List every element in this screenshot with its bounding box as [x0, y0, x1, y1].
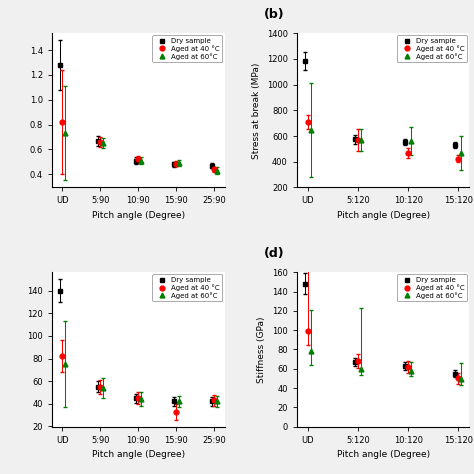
Legend: Dry sample, Aged at 40 °C, Aged at 60°C: Dry sample, Aged at 40 °C, Aged at 60°C	[397, 274, 467, 301]
Y-axis label: Stiffness (GPa): Stiffness (GPa)	[257, 316, 266, 383]
Legend: Dry sample, Aged at 40 °C, Aged at 60°C: Dry sample, Aged at 40 °C, Aged at 60°C	[152, 274, 222, 301]
X-axis label: Pitch angle (Degree): Pitch angle (Degree)	[337, 211, 429, 220]
Text: (d): (d)	[264, 247, 284, 261]
Y-axis label: Stress at break (MPa): Stress at break (MPa)	[252, 62, 261, 158]
X-axis label: Pitch angle (Degree): Pitch angle (Degree)	[337, 450, 429, 459]
Legend: Dry sample, Aged at 40 °C, Aged at 60°C: Dry sample, Aged at 40 °C, Aged at 60°C	[397, 35, 467, 63]
X-axis label: Pitch angle (Degree): Pitch angle (Degree)	[92, 211, 185, 220]
X-axis label: Pitch angle (Degree): Pitch angle (Degree)	[92, 450, 185, 459]
Text: (b): (b)	[264, 9, 284, 21]
Legend: Dry sample, Aged at 40 °C, Aged at 60°C: Dry sample, Aged at 40 °C, Aged at 60°C	[152, 35, 222, 63]
